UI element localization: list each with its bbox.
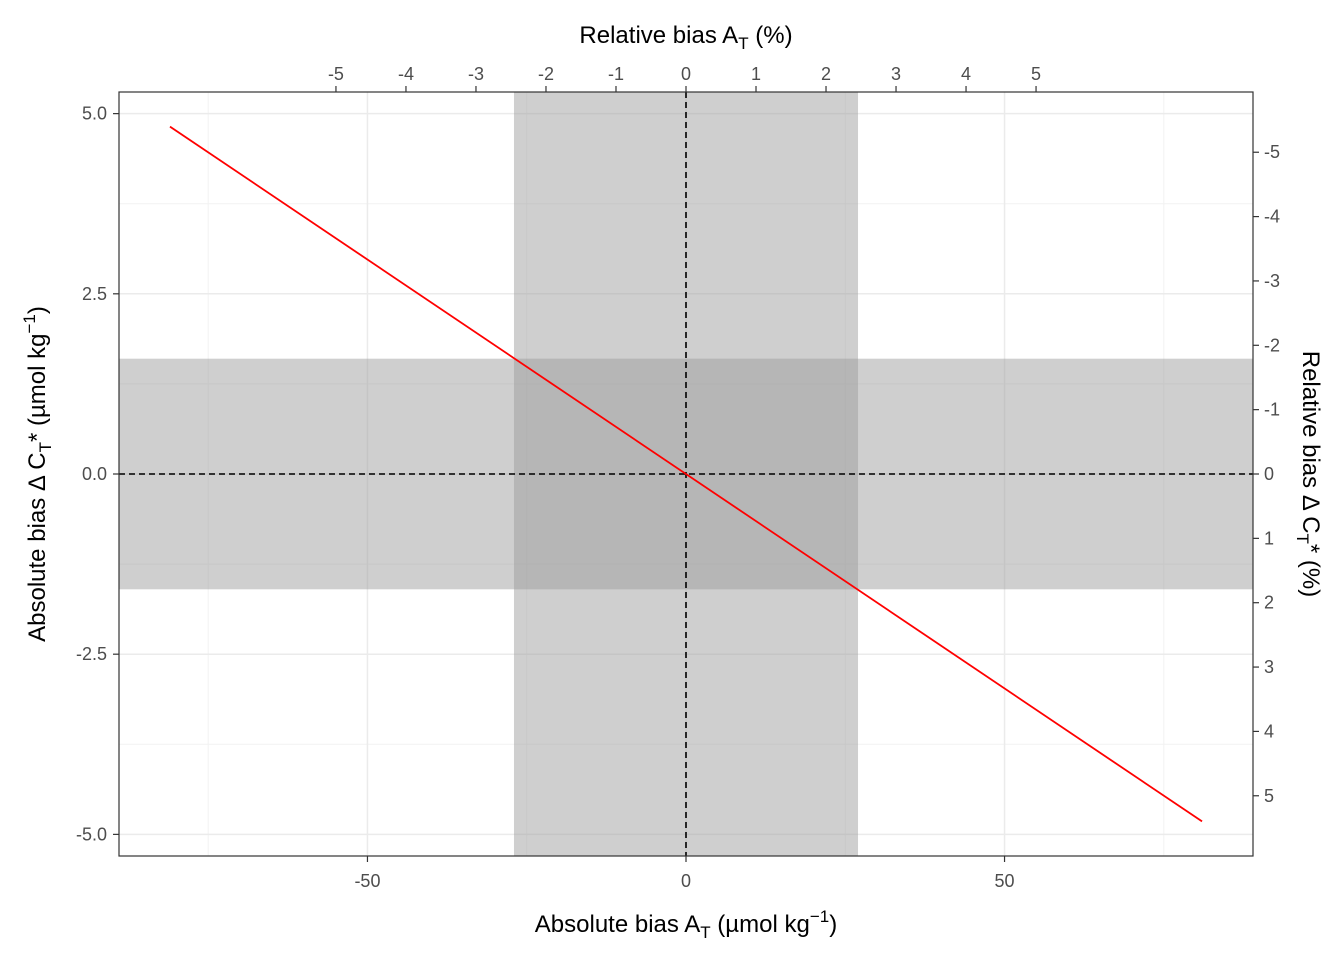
top-tick-label: 4 [961,64,971,84]
right-tick-label: 2 [1264,593,1274,613]
top-tick-label: 5 [1031,64,1041,84]
right-axis-title: Relative bias Δ CT* (%) [1293,351,1324,598]
axes: -50 0 505.02.50.0-2.5-5.0-5 -4 -3 -2 -1 0 1 2 3 4 5-… [76,64,1280,891]
y-tick-label: 0.0 [82,464,107,484]
data-series [169,125,1203,823]
y-tick-label: -5.0 [76,824,107,844]
top-tick-label: 3 [891,64,901,84]
top-tick-label: 1 [751,64,761,84]
right-tick-label: -1 [1264,400,1280,420]
y-tick-label: 2.5 [82,284,107,304]
top-tick-label: -2 [538,64,554,84]
x-tick-label: 50 [995,871,1015,891]
right-tick-label: -4 [1264,207,1280,227]
right-tick-label: 5 [1264,786,1274,806]
x-tick-label: -50 [354,871,380,891]
top-tick-label: -5 [328,64,344,84]
right-tick-label: 4 [1264,721,1274,741]
top-tick-label: -4 [398,64,414,84]
y-axis-title: Absolute bias Δ CT* (µmol kg−1) [20,306,55,642]
top-tick-label: -1 [608,64,624,84]
x-tick-label: 0 [681,871,691,891]
right-tick-label: -5 [1264,142,1280,162]
right-tick-label: -2 [1264,335,1280,355]
series-line-0 [169,125,1203,823]
right-tick-label: 0 [1264,464,1274,484]
right-tick-label: -3 [1264,271,1280,291]
top-tick-label: -3 [468,64,484,84]
top-tick-label: 2 [821,64,831,84]
y-tick-label: 5.0 [82,104,107,124]
top-tick-label: 0 [681,64,691,84]
y-tick-label: -2.5 [76,644,107,664]
top-axis-title: Relative bias AT (%) [579,22,792,53]
right-tick-label: 3 [1264,657,1274,677]
x-axis-title: Absolute bias AT (µmol kg−1) [535,907,837,942]
right-tick-label: 1 [1264,528,1274,548]
